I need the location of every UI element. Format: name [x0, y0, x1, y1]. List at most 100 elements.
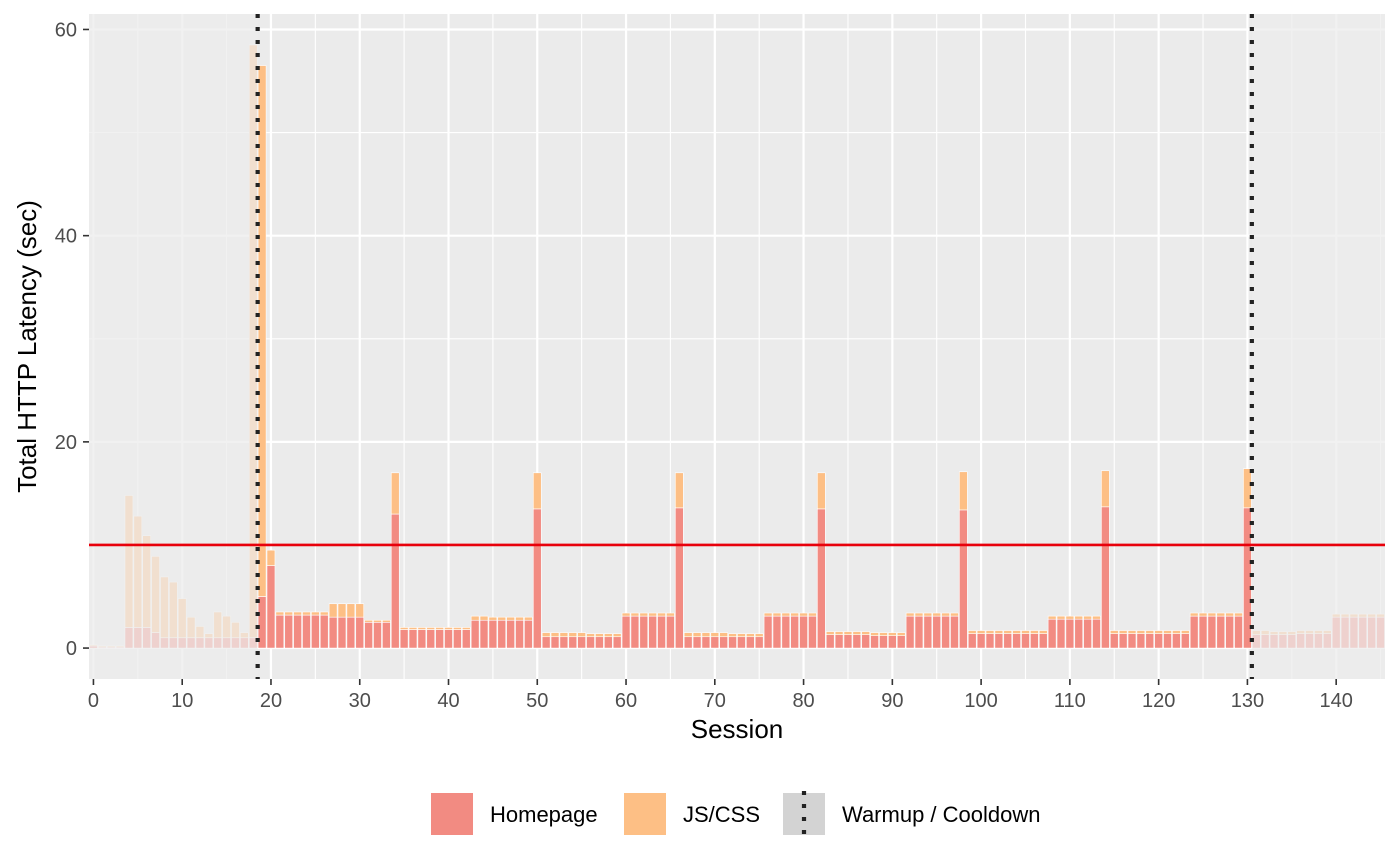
y-tick-label: 60 [55, 19, 77, 41]
bar-jscss [337, 603, 347, 618]
x-tick-label: 60 [615, 690, 637, 712]
bar-jscss [1225, 612, 1234, 617]
bar-homepage [1198, 615, 1208, 649]
bar-homepage [967, 633, 977, 649]
bar-jscss [506, 616, 515, 621]
bar-homepage [719, 636, 728, 649]
y-tick-label: 0 [66, 638, 77, 660]
bar-jscss [275, 611, 285, 616]
bar-jscss [355, 603, 365, 618]
bar-jscss [648, 612, 657, 617]
bar-homepage [435, 629, 444, 649]
bar-jscss [843, 631, 853, 635]
bar-jscss [959, 471, 968, 511]
bar-jscss [896, 632, 906, 636]
bar-homepage [834, 634, 844, 649]
bar-jscss [754, 633, 764, 638]
bar-homepage [781, 615, 791, 649]
bar-homepage [1225, 615, 1234, 649]
bar-jscss [284, 611, 294, 616]
legend: Homepage JS/CSS Warmup / Cooldown [431, 791, 1040, 837]
bar-jscss [941, 612, 950, 617]
bar-homepage [532, 508, 542, 649]
bar-homepage [319, 614, 329, 649]
bar-jscss [657, 612, 666, 617]
bar-homepage [337, 616, 347, 649]
bar-jscss [1163, 630, 1172, 634]
bar-homepage [950, 615, 959, 649]
x-tick-label: 110 [1054, 690, 1086, 712]
bar-homepage [461, 629, 471, 649]
bar-homepage [1234, 615, 1243, 649]
bar-homepage [870, 635, 879, 649]
axes: 0 10 20 30 40 50 60 70 80 90 100 110 120 130 140 0 20 40 6… [55, 19, 1353, 712]
bar-homepage [879, 635, 888, 649]
y-axis-title: Total HTTP Latency (sec) [12, 200, 42, 493]
bar-jscss [408, 627, 418, 630]
bar-jscss [675, 472, 684, 509]
legend-key-warmup-cooldown [783, 793, 825, 835]
bar-homepage [1092, 618, 1101, 649]
bar-homepage [976, 633, 986, 649]
bar-jscss [1243, 468, 1252, 509]
bar-homepage [1163, 633, 1172, 649]
bar-homepage [1180, 633, 1190, 649]
bar-jscss [603, 633, 613, 638]
bar-homepage [746, 636, 755, 649]
bar-jscss [1030, 630, 1039, 634]
bar-homepage [568, 636, 578, 649]
bar-homepage [683, 636, 693, 649]
bar-homepage [1056, 618, 1066, 649]
bar-homepage [675, 507, 684, 649]
bar-homepage [701, 636, 711, 649]
bar-jscss [746, 633, 755, 638]
warmup-cooldown-overlay [89, 14, 1385, 679]
bar-homepage [1154, 633, 1163, 649]
bar-homepage [657, 615, 666, 649]
bar-jscss [719, 632, 728, 638]
bar-jscss [808, 612, 817, 617]
bar-jscss [470, 615, 480, 621]
bar-homepage [852, 634, 862, 649]
bar-homepage [1101, 506, 1110, 649]
bar-homepage [905, 615, 915, 649]
bar-homepage [399, 629, 409, 649]
bar-jscss [1154, 630, 1163, 634]
x-tick-label: 130 [1231, 690, 1264, 712]
x-tick-label: 100 [964, 690, 997, 712]
bar-homepage [266, 565, 276, 649]
bar-jscss [985, 630, 995, 634]
x-tick-label: 140 [1319, 690, 1352, 712]
bar-homepage [1065, 618, 1075, 649]
bar-jscss [1118, 630, 1128, 634]
bar-homepage [621, 615, 631, 649]
bar-jscss [790, 612, 799, 617]
bar-jscss [967, 630, 977, 634]
bar-jscss [737, 633, 746, 638]
bar-homepage [390, 513, 400, 649]
x-tick-label: 20 [260, 690, 282, 712]
bar-homepage [346, 616, 356, 649]
x-tick-label: 50 [526, 690, 548, 712]
bar-jscss [728, 633, 737, 638]
bar-jscss [595, 633, 604, 638]
y-tick-label: 40 [55, 226, 77, 248]
bar-homepage [382, 621, 391, 649]
bar-jscss [683, 632, 693, 638]
bar-jscss [932, 612, 942, 617]
bar-homepage [453, 629, 462, 649]
bar-homepage [861, 634, 871, 649]
bar-jscss [666, 612, 675, 617]
bar-jscss [1038, 630, 1048, 634]
bar-jscss [577, 632, 586, 638]
bar-jscss [1109, 630, 1119, 634]
bar-homepage [586, 636, 595, 649]
bar-homepage [506, 619, 515, 649]
bar-jscss [550, 632, 560, 638]
bar-homepage [1030, 633, 1039, 649]
bar-homepage [497, 619, 507, 649]
bar-jscss [346, 603, 356, 618]
bar-homepage [630, 615, 640, 649]
bar-homepage [772, 615, 782, 649]
